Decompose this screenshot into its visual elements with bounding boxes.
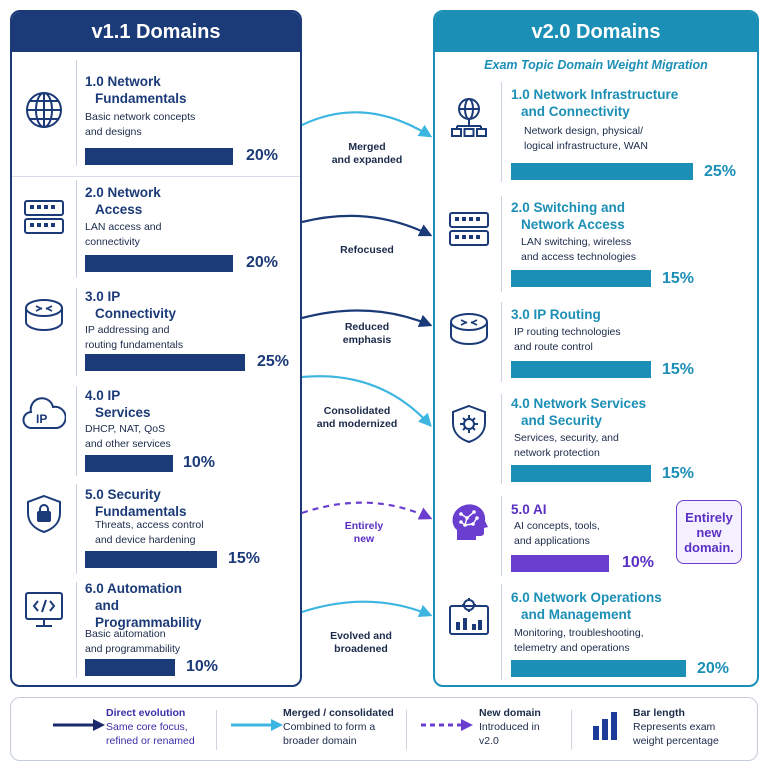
legend-new: New domain Introduced in v2.0 [479,707,541,747]
v1-domain-4-desc: DHCP, NAT, QoS and other services [85,423,171,450]
v2-domain-6-pct: 20% [697,660,730,677]
v1-domain-6-pct: 10% [186,658,219,675]
v1-domain-2-desc: LAN access and connectivity [85,221,162,248]
v2-domains-panel: v2.0 Domains Exam Topic Domain Weight Mi… [433,10,759,687]
v2-domain-3-desc: IP routing technologies and route control [514,326,621,353]
v2-domain-3-pct: 15% [662,361,695,378]
v1-domain-6-title: 6.0 Automation and Programmability [85,581,202,630]
connector-label-4: Consolidated and modernized [316,405,398,430]
legend-direct: Direct evolution Same core focus, refine… [106,707,195,747]
v1-domain-5-title: 5.0 Security Fundamentals [85,487,187,519]
v1-panel-header: v1.1 Domains [12,12,300,52]
dashboard-gear-icon [447,596,491,640]
v1-domain-5-bar [85,551,217,568]
panel-subtitle: Exam Topic Domain Weight Migration [484,58,708,72]
v2-domain-2-pct: 15% [662,270,695,287]
v2-domain-4-bar [511,465,651,482]
shield-lock-icon [22,492,66,536]
legend-merged: Merged / consolidated Combined to form a… [283,707,394,747]
v2-domain-1-pct: 25% [704,163,737,180]
connector-arrow-6 [301,600,433,618]
v2-domain-5-pct: 10% [622,554,655,571]
code-monitor-icon [22,588,66,632]
v1-domain-6-desc: Basic automation and programmability [85,628,181,655]
connector-label-5: Entirely new [344,520,384,545]
v1-domains-panel: v1.1 Domains [10,10,302,687]
v2-domain-3-bar [511,361,651,378]
connector-arrow-1 [301,111,433,138]
v1-domain-4-bar [85,455,173,472]
v1-domain-2-bar [85,255,233,272]
v1-domain-2-pct: 20% [246,254,279,271]
merged-arrow-icon [231,719,283,731]
connector-arrow-5 [301,501,433,520]
v2-domain-1-title: 1.0 Network Infrastructure and Connectivi… [511,87,679,119]
v1-domain-2-title: 2.0 Network Access [85,185,161,217]
v1-domain-1-title: 1.0 Network Fundamentals [85,74,187,106]
v1-domain-5-pct: 15% [228,550,261,567]
v1-domain-1-bar [85,148,233,165]
v1-domain-4-title: 4.0 IP Services [85,388,151,420]
ip-cloud-icon: IP [22,394,67,438]
switch-icon [447,207,491,251]
v2-domain-6-desc: Monitoring, troubleshooting, telemetry an… [514,627,644,654]
connector-label-1: Merged and expanded [331,141,403,166]
v2-domain-5-bar [511,555,609,572]
v1-domain-3-desc: IP addressing and routing fundamentals [85,324,184,351]
v2-domain-5-desc: AI concepts, tools, and applications [514,520,600,547]
v2-domain-4-desc: Services, security, and network protectio… [514,432,619,459]
v2-domain-6-title: 6.0 Network Operations and Management [511,590,662,622]
legend: Direct evolution Same core focus, refine… [10,697,758,761]
v1-domain-6-bar [85,659,175,676]
globe-icon [22,88,66,132]
v2-domain-2-desc: LAN switching, wireless and access techno… [521,236,636,263]
v2-domain-1-desc: Network design, physical/logical infrast… [524,125,648,152]
v2-domain-5-title: 5.0 AI [511,502,547,517]
v1-domain-3-title: 3.0 IP Connectivity [85,289,177,321]
domain-divider [12,176,300,177]
v2-domain-2-title: 2.0 Switching and Network Access [511,200,626,232]
new-domain-dashed-arrow-icon [421,719,473,731]
shield-gear-icon [447,402,491,446]
v1-domain-3-bar [85,354,245,371]
switch-icon [22,195,66,239]
legend-bar: Bar length Represents exam weight percen… [633,707,719,747]
v1-domain-5-desc: Threats, access control and device harden… [95,519,204,546]
connector-label-3: Reduced emphasis [342,321,392,346]
v1-domain-3-pct: 25% [257,353,290,370]
v2-domain-6-bar [511,660,686,677]
v1-domain-1-desc: Basic network concepts and designs [85,111,196,138]
network-tree-icon [447,96,491,140]
v2-domain-1-bar [511,163,693,180]
svg-text:IP: IP [36,412,47,426]
v1-domain-4-pct: 10% [183,454,216,471]
ai-head-icon [447,500,491,544]
connector-label-6: Evolved and broadened [330,630,392,655]
v2-domain-4-pct: 15% [662,465,695,482]
connector-label-2: Refocused [340,244,394,256]
bar-chart-icon [593,712,617,740]
v2-panel-header: v2.0 Domains [435,12,757,52]
v1-domain-1-pct: 20% [246,147,279,164]
v2-domain-2-bar [511,270,651,287]
direct-evolution-arrow-icon [53,719,105,731]
v2-domain-4-title: 4.0 Network Services and Security [511,396,647,428]
new-domain-badge: Entirely new domain. [676,500,742,564]
v2-domain-3-title: 3.0 IP Routing [511,307,601,322]
connector-arrow-2 [301,214,433,237]
router-icon [22,294,66,338]
router-icon [447,308,491,352]
